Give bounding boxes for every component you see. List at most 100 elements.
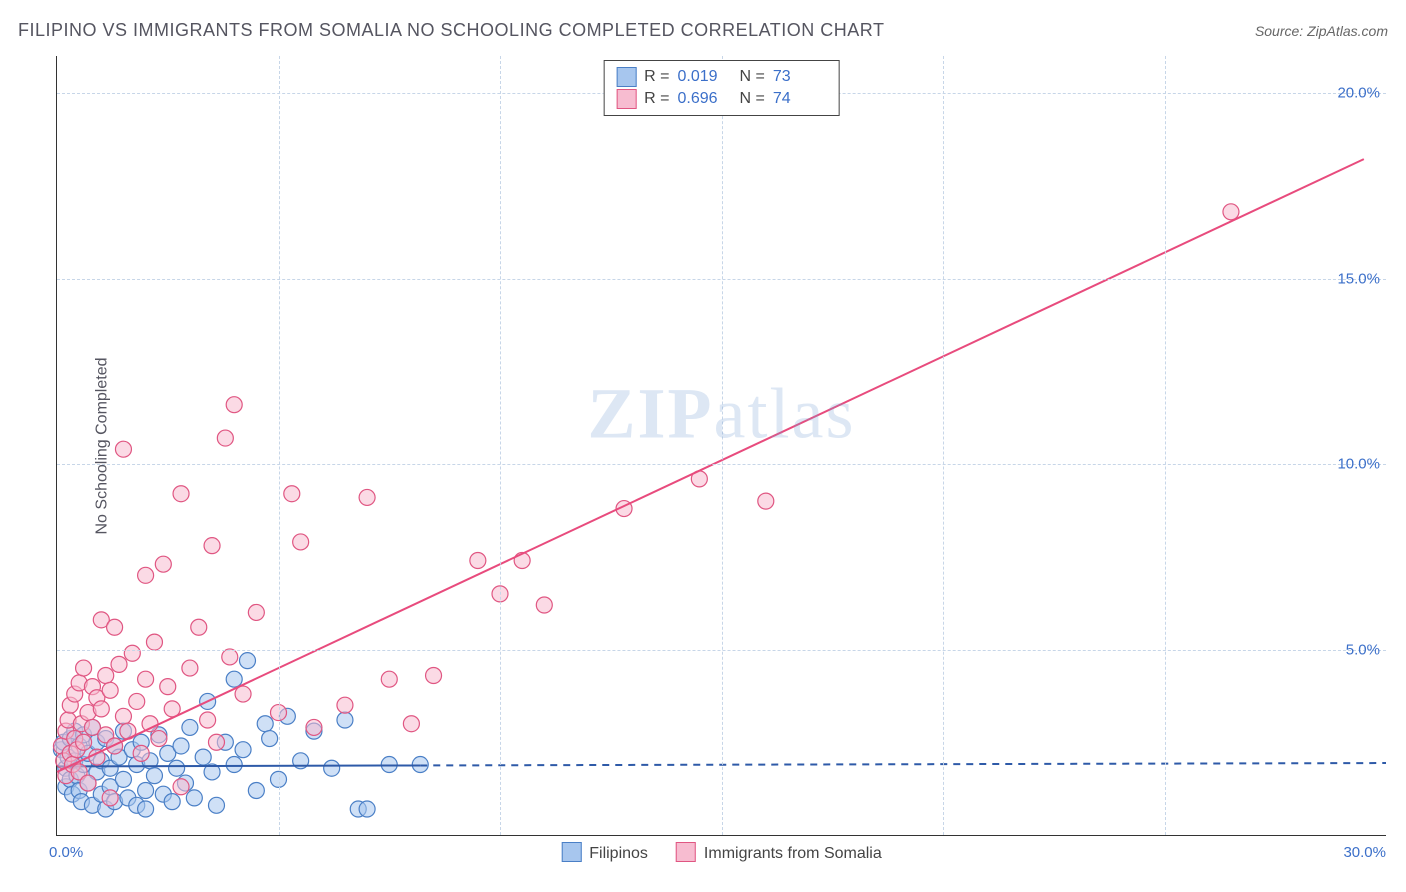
r-value-somalia: 0.696 — [678, 90, 732, 108]
swatch-somalia — [616, 89, 636, 109]
data-point-filipinos — [235, 742, 251, 758]
swatch-somalia — [676, 842, 696, 862]
gridline-v — [279, 56, 280, 835]
gridline-v — [943, 56, 944, 835]
data-point-somalia — [235, 686, 251, 702]
data-point-somalia — [107, 619, 123, 635]
data-point-somalia — [133, 745, 149, 761]
data-point-somalia — [80, 775, 96, 791]
data-point-filipinos — [169, 760, 185, 776]
data-point-somalia — [359, 489, 375, 505]
data-point-somalia — [337, 697, 353, 713]
gridline-v — [500, 56, 501, 835]
ytick-label: 10.0% — [1337, 456, 1380, 473]
legend-correlation: R = 0.019 N = 73 R = 0.696 N = 74 — [603, 60, 840, 116]
data-point-somalia — [115, 441, 131, 457]
data-point-filipinos — [195, 749, 211, 765]
data-point-somalia — [102, 682, 118, 698]
data-point-somalia — [115, 708, 131, 724]
source-attribution: Source: ZipAtlas.com — [1255, 23, 1388, 39]
swatch-filipinos — [616, 67, 636, 87]
plot-area: ZIPatlas R = 0.019 N = 73 R = 0.696 N = … — [56, 56, 1386, 836]
data-point-somalia — [129, 693, 145, 709]
data-point-somalia — [146, 634, 162, 650]
ytick-label: 15.0% — [1337, 270, 1380, 287]
r-label: R = — [644, 90, 669, 108]
series-label-somalia: Immigrants from Somalia — [704, 845, 882, 862]
fit-line-dashed-filipinos — [420, 763, 1386, 765]
data-point-somalia — [102, 790, 118, 806]
data-point-somalia — [306, 719, 322, 735]
gridline-v — [1165, 56, 1166, 835]
ytick-label: 20.0% — [1337, 85, 1380, 102]
data-point-somalia — [151, 731, 167, 747]
r-value-filipinos: 0.019 — [678, 68, 732, 86]
data-point-filipinos — [138, 801, 154, 817]
n-value-somalia: 74 — [773, 90, 827, 108]
data-point-somalia — [536, 597, 552, 613]
data-point-filipinos — [257, 716, 273, 732]
data-point-filipinos — [262, 731, 278, 747]
data-point-filipinos — [186, 790, 202, 806]
data-point-somalia — [208, 734, 224, 750]
data-point-somalia — [200, 712, 216, 728]
data-point-somalia — [248, 604, 264, 620]
xtick-label: 0.0% — [49, 844, 83, 861]
legend-series: Filipinos Immigrants from Somalia — [561, 842, 882, 863]
data-point-somalia — [160, 679, 176, 695]
data-point-somalia — [381, 671, 397, 687]
data-point-somalia — [293, 534, 309, 550]
data-point-somalia — [403, 716, 419, 732]
data-point-filipinos — [337, 712, 353, 728]
data-point-somalia — [426, 667, 442, 683]
source-link[interactable]: ZipAtlas.com — [1307, 23, 1388, 39]
n-value-filipinos: 73 — [773, 68, 827, 86]
fit-line-somalia — [57, 159, 1364, 772]
legend-row-somalia: R = 0.696 N = 74 — [616, 89, 827, 109]
data-point-somalia — [204, 538, 220, 554]
data-point-somalia — [284, 486, 300, 502]
ytick-label: 5.0% — [1346, 641, 1380, 658]
data-point-filipinos — [164, 794, 180, 810]
data-point-somalia — [226, 397, 242, 413]
data-point-somalia — [76, 734, 92, 750]
legend-row-filipinos: R = 0.019 N = 73 — [616, 67, 827, 87]
r-label: R = — [644, 68, 669, 86]
data-point-somalia — [182, 660, 198, 676]
legend-item-filipinos: Filipinos — [561, 842, 648, 863]
fit-line-filipinos — [57, 765, 420, 766]
chart-title: FILIPINO VS IMMIGRANTS FROM SOMALIA NO S… — [18, 20, 884, 41]
data-point-somalia — [470, 552, 486, 568]
swatch-filipinos — [561, 842, 581, 862]
xtick-label: 30.0% — [1343, 844, 1386, 861]
data-point-somalia — [155, 556, 171, 572]
data-point-somalia — [1223, 204, 1239, 220]
data-point-filipinos — [146, 768, 162, 784]
data-point-filipinos — [226, 671, 242, 687]
source-label: Source: — [1255, 23, 1303, 39]
data-point-somalia — [222, 649, 238, 665]
data-point-somalia — [138, 671, 154, 687]
data-point-filipinos — [115, 771, 131, 787]
data-point-filipinos — [208, 797, 224, 813]
gridline-v — [722, 56, 723, 835]
data-point-filipinos — [359, 801, 375, 817]
data-point-somalia — [758, 493, 774, 509]
data-point-somalia — [173, 779, 189, 795]
data-point-somalia — [173, 486, 189, 502]
data-point-filipinos — [239, 653, 255, 669]
data-point-filipinos — [173, 738, 189, 754]
series-label-filipinos: Filipinos — [589, 845, 648, 862]
data-point-somalia — [93, 701, 109, 717]
n-label: N = — [740, 90, 765, 108]
data-point-somalia — [111, 656, 127, 672]
n-label: N = — [740, 68, 765, 86]
data-point-filipinos — [226, 757, 242, 773]
data-point-somalia — [138, 567, 154, 583]
data-point-filipinos — [381, 757, 397, 773]
data-point-filipinos — [248, 782, 264, 798]
data-point-filipinos — [182, 719, 198, 735]
data-point-somalia — [191, 619, 207, 635]
data-point-filipinos — [138, 782, 154, 798]
legend-item-somalia: Immigrants from Somalia — [676, 842, 882, 863]
